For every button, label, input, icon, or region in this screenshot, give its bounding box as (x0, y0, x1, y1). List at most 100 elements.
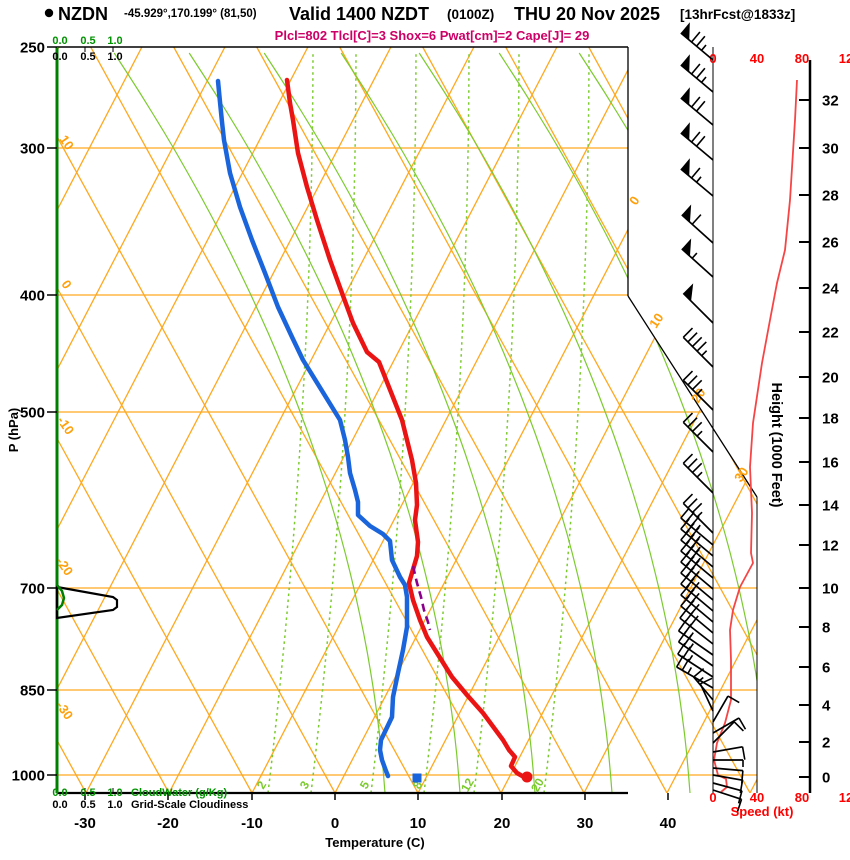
moist-adiabat-line (418, 52, 691, 793)
pressure-tick-label: 700 (20, 581, 45, 598)
temperature-axis-title: Temperature (C) (325, 835, 424, 850)
height-tick-label: 26 (822, 235, 839, 252)
dry-adiabat-label: 10 (56, 132, 77, 152)
barb-pennant (680, 158, 690, 177)
wind-barb (677, 630, 714, 667)
barb-feather (695, 176, 702, 183)
barb-feather (696, 341, 707, 352)
barb-feather (696, 471, 703, 478)
barb-feather (680, 518, 690, 530)
barb-feather (684, 611, 694, 623)
barb-feather (687, 375, 698, 386)
barb-feather (700, 44, 707, 51)
wind-barb (682, 412, 714, 453)
barb-feather (712, 789, 742, 801)
barb-feather (690, 63, 701, 75)
speed-scale-label-bottom: 0 (709, 790, 716, 805)
mixing-ratio-label: 12 (458, 775, 477, 794)
cloudiness-scale-top: 0.5 (80, 51, 95, 63)
wind-barb (677, 619, 714, 656)
barb-feather (737, 790, 743, 804)
temperature-curve (284, 77, 527, 780)
barb-feather (687, 667, 693, 674)
height-tick-label: 24 (822, 281, 839, 298)
barb-pennant (680, 22, 690, 41)
cloudwater-scale-top: 0.5 (80, 35, 95, 47)
sounding-curves (215, 77, 533, 783)
barb-feather (680, 540, 690, 552)
height-axis-title: Height (1000 Feet) (768, 383, 784, 508)
isotherm-line (57, 47, 392, 793)
height-tick-label: 30 (822, 141, 839, 158)
temperature-tick-label: 40 (660, 815, 677, 832)
barb-feather (736, 799, 743, 812)
barb-feather (691, 214, 702, 225)
speed-axis-title: Speed (kt) (731, 804, 794, 819)
barb-feather (712, 717, 740, 734)
cloudwater-scale-top: 1.0 (107, 35, 122, 47)
pressure-tick-label: 850 (20, 683, 45, 700)
wind-barb (675, 655, 714, 689)
wind-speed-curve (713, 79, 798, 793)
isotherm-label: 10 (646, 310, 667, 330)
valid-utc: (0100Z) (447, 7, 494, 22)
barb-feather (727, 695, 740, 704)
cloudiness-scale-bottom: 0.0 (52, 799, 67, 811)
isotherm-line (334, 47, 724, 793)
station-coords: -45.929°,170.199° (81,50) (124, 8, 257, 20)
wind-barb (699, 677, 714, 712)
wind-barb (680, 595, 714, 634)
temperature-tick-label: 0 (331, 815, 339, 832)
height-tick-label: 8 (822, 620, 830, 637)
mixing-ratio-line (310, 52, 357, 793)
wind-barb (679, 607, 714, 645)
moist-adiabat-line (340, 52, 613, 793)
barb-pennant (680, 122, 690, 141)
isotherm-line (417, 47, 757, 793)
barb-pennant (681, 238, 692, 257)
temperature-tick-label: -30 (74, 815, 96, 832)
wind-barb (682, 370, 714, 411)
barb-feather (696, 511, 703, 518)
height-tick-label: 20 (822, 370, 839, 387)
wind-barb (680, 54, 714, 93)
wind-barb (712, 721, 744, 744)
barb-feather (690, 131, 701, 143)
dry-adiabat-line (57, 47, 253, 793)
isotherm-line (251, 47, 641, 793)
pressure-tick-label: 500 (20, 405, 45, 422)
barb-feather (701, 350, 708, 357)
barb-feather (682, 370, 694, 381)
speed-scale-label-bottom: 80 (795, 790, 809, 805)
cloudiness-axis-title: Grid-Scale Cloudiness (131, 799, 248, 811)
dry-adiabat-label: 0 (58, 277, 74, 292)
height-tick-label: 12 (822, 538, 839, 555)
cloudwater-profile-line (56, 584, 66, 611)
dry-adiabat-line (57, 47, 170, 793)
barb-feather (690, 31, 701, 43)
barb-pennant (680, 87, 690, 106)
wind-barb (712, 745, 746, 760)
barb-feather (693, 668, 705, 678)
barb-feather (681, 248, 714, 278)
height-tick-label: 14 (822, 498, 839, 515)
isotherm-line (583, 47, 757, 793)
barb-feather (691, 462, 703, 474)
isotherm-line (85, 47, 475, 793)
barb-feather (680, 529, 690, 541)
barb-feather (712, 721, 735, 744)
barb-feather (675, 655, 684, 668)
barb-feather (695, 135, 706, 147)
cloudwater-scale-bottom: 0.5 (80, 787, 95, 799)
axis-titles: P (hPa) Temperature (C) Height (1000 Fee… (6, 383, 793, 850)
mixing-ratio-label: 5 (357, 778, 373, 791)
wind-barb (682, 283, 714, 324)
pressure-tick-label: 400 (20, 288, 45, 305)
height-tick-label: 18 (822, 411, 839, 428)
moist-adiabat-line (263, 52, 536, 793)
barb-feather (681, 658, 690, 671)
parcel-path-curve (411, 565, 432, 631)
barb-feather (682, 646, 691, 659)
barb-feather (682, 292, 714, 324)
